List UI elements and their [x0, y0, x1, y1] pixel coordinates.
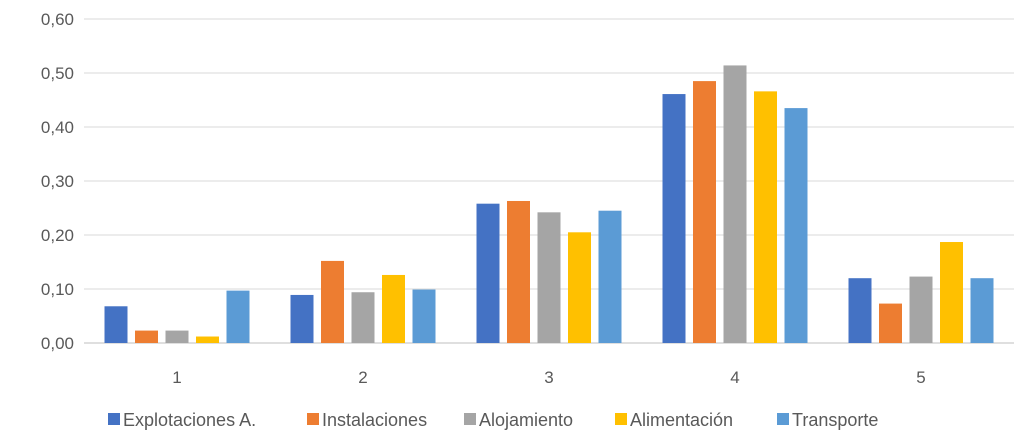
bars [104, 65, 994, 343]
bar [848, 278, 872, 343]
bar [754, 91, 777, 343]
x-tick-label: 3 [544, 368, 553, 387]
x-tick-label: 5 [916, 368, 925, 387]
legend: Explotaciones A. Instalaciones Alojamiento… [108, 410, 878, 430]
bar [909, 276, 933, 343]
x-tick-label: 4 [730, 368, 739, 387]
bar [476, 203, 500, 343]
legend-swatch [464, 413, 476, 425]
bar [507, 200, 530, 343]
legend-swatch [615, 413, 627, 425]
y-tick-label: 0,40 [41, 118, 74, 137]
x-tick-label: 2 [358, 368, 367, 387]
x-axis-ticks: 1 2 3 4 5 [172, 368, 925, 387]
legend-label: Alimentación [630, 410, 733, 430]
bar [598, 210, 622, 343]
y-tick-label: 0,20 [41, 226, 74, 245]
bar [537, 212, 561, 343]
legend-label: Alojamiento [479, 410, 573, 430]
bar [879, 303, 902, 343]
bar [568, 232, 591, 343]
bar [226, 290, 250, 343]
x-tick-label: 1 [172, 368, 181, 387]
bar [940, 242, 963, 343]
y-axis-ticks: 0,00 0,10 0,20 0,30 0,40 0,50 0,60 [41, 10, 74, 353]
y-tick-label: 0,30 [41, 172, 74, 191]
bar [321, 260, 344, 343]
y-tick-label: 0,00 [41, 334, 74, 353]
legend-label: Instalaciones [322, 410, 427, 430]
bar [135, 330, 158, 343]
bar [165, 330, 189, 343]
bar [784, 108, 808, 343]
bar [693, 81, 716, 343]
legend-label: Explotaciones A. [123, 410, 256, 430]
legend-swatch [777, 413, 789, 425]
bar [412, 289, 436, 343]
y-tick-label: 0,60 [41, 10, 74, 29]
bar [290, 294, 314, 343]
bar [104, 306, 128, 343]
legend-swatch [307, 413, 319, 425]
legend-swatch [108, 413, 120, 425]
bar [723, 65, 747, 343]
y-tick-label: 0,10 [41, 280, 74, 299]
bar [662, 94, 686, 343]
y-tick-label: 0,50 [41, 64, 74, 83]
bar [196, 336, 219, 343]
bar [351, 292, 375, 343]
bar [382, 274, 405, 343]
legend-label: Transporte [792, 410, 878, 430]
bar [970, 278, 994, 343]
